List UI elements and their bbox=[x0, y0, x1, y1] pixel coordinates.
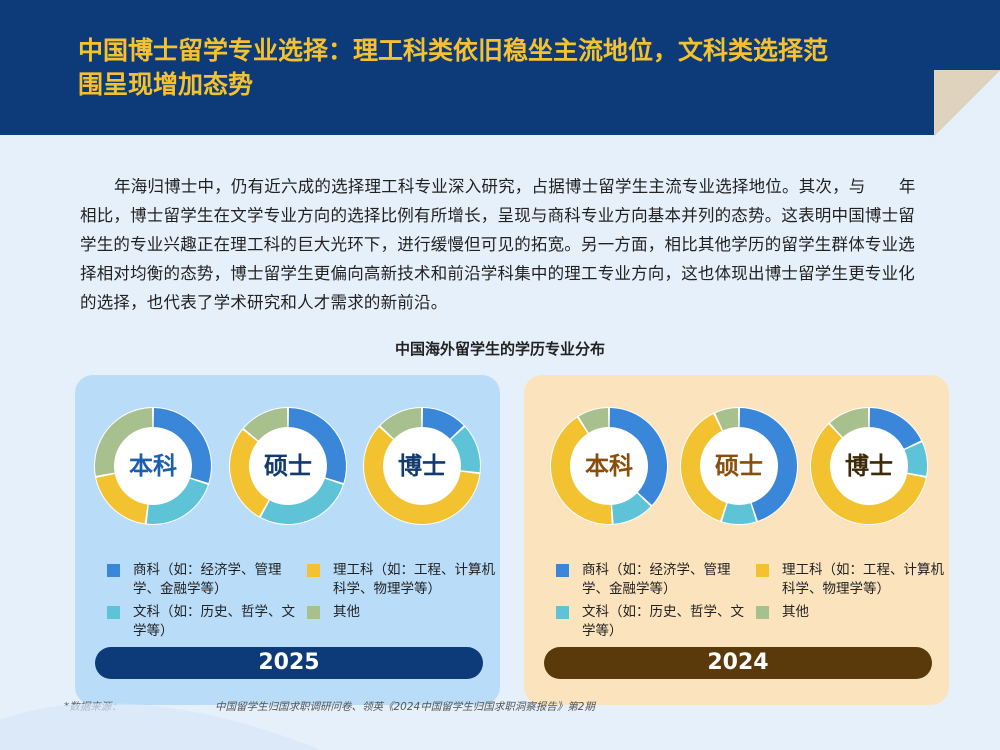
panel-2025: 本科 硕士 博士 商科（如：经济学、管理学、金融学等） 理工科（如：工程、计算机… bbox=[75, 375, 500, 705]
donut-center bbox=[701, 428, 777, 504]
donut-slice-other bbox=[380, 408, 422, 439]
donut-slice-business bbox=[288, 408, 346, 483]
donut-slice-other bbox=[243, 408, 288, 441]
donut-slice-business bbox=[869, 408, 922, 449]
donut-slice-other bbox=[830, 408, 869, 438]
donut-svg bbox=[810, 407, 928, 525]
legend-swatch-stem bbox=[756, 564, 769, 577]
donut-slice-liberal-arts bbox=[722, 503, 756, 524]
legend-label-stem: 理工科（如：工程、计算机科学、物理学等） bbox=[333, 562, 495, 597]
legend-swatch-stem bbox=[307, 564, 320, 577]
donut-slice-liberal-arts bbox=[450, 427, 480, 473]
donut-slice-liberal-arts bbox=[146, 478, 208, 524]
donut-slice-stem bbox=[96, 473, 148, 524]
donut-slice-stem bbox=[811, 424, 926, 524]
year-bar-2025: 2025 bbox=[95, 647, 483, 679]
legend-swatch-business bbox=[556, 564, 569, 577]
legend-swatch-liberal-arts bbox=[107, 606, 120, 619]
donut-phd-2025: 博士 bbox=[361, 405, 483, 527]
legend-swatch-business bbox=[107, 564, 120, 577]
legend-item-other: 其他 bbox=[754, 603, 944, 622]
donut-label-undergrad: 本科 bbox=[585, 452, 633, 480]
donut-center bbox=[831, 428, 907, 504]
donut-slice-stem bbox=[681, 413, 727, 521]
donut-label-undergrad: 本科 bbox=[129, 452, 177, 480]
donut-svg bbox=[94, 407, 212, 525]
legend-item-other: 其他 bbox=[305, 603, 495, 622]
donut-svg bbox=[550, 407, 668, 525]
legend-label-liberal-arts: 文科（如：历史、哲学、文学等） bbox=[133, 604, 295, 639]
legend-item-stem: 理工科（如：工程、计算机科学、物理学等） bbox=[754, 561, 944, 599]
donut-master-2024: 硕士 bbox=[678, 405, 800, 527]
donut-label-phd: 博士 bbox=[845, 452, 893, 480]
legend-item-liberal-arts: 文科（如：历史、哲学、文学等） bbox=[105, 603, 295, 641]
donut-slice-business bbox=[153, 408, 211, 483]
donut-slice-liberal-arts bbox=[904, 442, 927, 476]
donut-center bbox=[115, 428, 191, 504]
donut-slice-business bbox=[422, 408, 464, 439]
legend-label-other: 其他 bbox=[782, 604, 809, 620]
donut-label-phd: 博士 bbox=[398, 452, 446, 480]
donut-slice-other bbox=[715, 408, 739, 431]
donut-undergrad-2024: 本科 bbox=[548, 405, 670, 527]
legend-item-stem: 理工科（如：工程、计算机科学、物理学等） bbox=[305, 561, 495, 599]
page-title: 中国博士留学专业选择：理工科类依旧稳坐主流地位，文科类选择范围呈现增加态势 bbox=[78, 36, 829, 99]
donut-slice-business bbox=[609, 408, 667, 505]
legend-swatch-other bbox=[756, 606, 769, 619]
donut-undergrad-2025: 本科 bbox=[92, 405, 214, 527]
legend-label-liberal-arts: 文科（如：历史、哲学、文学等） bbox=[582, 604, 744, 639]
legend-label-other: 其他 bbox=[333, 604, 360, 620]
donut-slice-liberal-arts bbox=[260, 478, 343, 524]
donut-label-master: 硕士 bbox=[715, 452, 763, 480]
donut-phd-2024: 博士 bbox=[808, 405, 930, 527]
legend-swatch-other bbox=[307, 606, 320, 619]
donut-center bbox=[250, 428, 326, 504]
donut-slice-stem bbox=[230, 429, 269, 517]
wave-decoration bbox=[0, 703, 320, 750]
donut-slice-business bbox=[739, 408, 797, 521]
donut-slice-other bbox=[95, 408, 153, 476]
donut-slice-stem bbox=[364, 427, 480, 524]
legend-item-business: 商科（如：经济学、管理学、金融学等） bbox=[105, 561, 295, 599]
intro-paragraph: 年海归博士中，仍有近六成的选择理工科专业深入研究，占据博士留学生主流专业选择地位… bbox=[80, 177, 916, 312]
legend-item-business: 商科（如：经济学、管理学、金融学等） bbox=[554, 561, 744, 599]
donut-center bbox=[571, 428, 647, 504]
legend-label-business: 商科（如：经济学、管理学、金融学等） bbox=[133, 562, 282, 597]
panel-2024: 本科 硕士 博士 商科（如：经济学、管理学、金融学等） 理工科（如：工程、计算机… bbox=[524, 375, 949, 705]
donut-center bbox=[384, 428, 460, 504]
chart-title: 中国海外留学生的学历专业分布 bbox=[394, 340, 605, 358]
donut-svg bbox=[363, 407, 481, 525]
legend-item-liberal-arts: 文科（如：历史、哲学、文学等） bbox=[554, 603, 744, 641]
donut-svg bbox=[680, 407, 798, 525]
donut-slice-stem bbox=[551, 417, 612, 524]
legend-label-stem: 理工科（如：工程、计算机科学、物理学等） bbox=[782, 562, 944, 597]
donut-label-master: 硕士 bbox=[264, 452, 312, 480]
year-bar-2024: 2024 bbox=[544, 647, 932, 679]
header-banner: 中国博士留学专业选择：理工科类依旧稳坐主流地位，文科类选择范围呈现增加态势 bbox=[0, 0, 1000, 136]
donut-svg bbox=[229, 407, 347, 525]
page-curl-decoration bbox=[934, 70, 1000, 136]
donut-slice-liberal-arts bbox=[612, 493, 651, 524]
legend-label-business: 商科（如：经济学、管理学、金融学等） bbox=[582, 562, 731, 597]
donut-slice-other bbox=[578, 408, 609, 433]
source-text: 中国留学生归国求职调研问卷、领英《2024中国留学生归国求职洞察报告》第2期 bbox=[215, 701, 595, 713]
legend-swatch-liberal-arts bbox=[556, 606, 569, 619]
donut-master-2025: 硕士 bbox=[227, 405, 349, 527]
